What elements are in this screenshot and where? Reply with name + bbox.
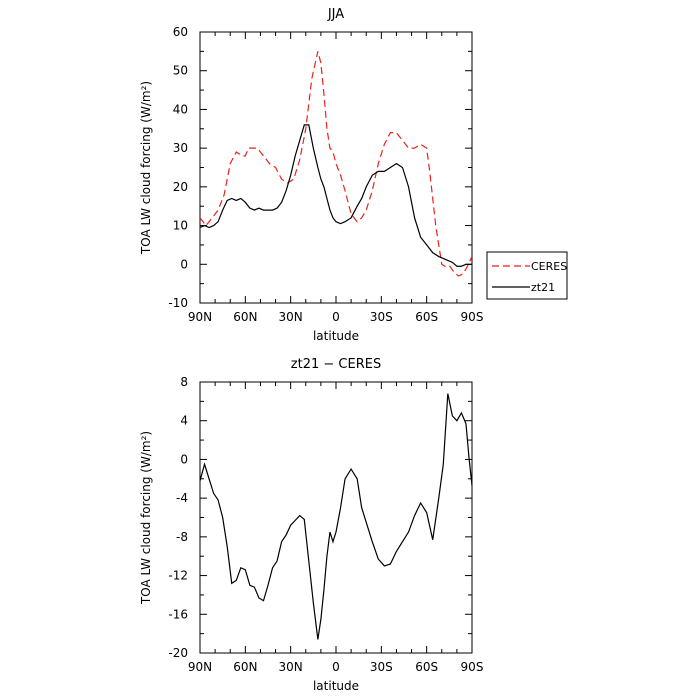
y-tick-label: 4 [180,414,188,428]
chart-title: zt21 − CERES [291,357,381,372]
y-axis-label: TOA LW cloud forcing (W/m²) [139,81,153,255]
y-axis-label: TOA LW cloud forcing (W/m²) [139,431,153,605]
x-tick-label: 0 [332,660,340,674]
y-tick-label: 20 [173,180,188,194]
legend: CERES zt21 [486,251,568,300]
x-tick-label: 30S [370,660,393,674]
x-tick-label: 90N [188,660,212,674]
y-tick-label: 60 [173,25,188,39]
y-tick-label: -4 [176,491,188,505]
y-tick-label: -20 [168,646,188,660]
x-axis-label: latitude [313,329,359,343]
y-tick-label: -10 [168,296,188,310]
y-tick-label: -16 [168,607,188,621]
x-tick-label: 30S [370,310,393,324]
x-tick-label: 90S [461,310,484,324]
x-tick-label: 60S [415,310,438,324]
series-line-zt21 [200,124,472,267]
y-tick-label: 0 [180,452,188,466]
x-axis-label: latitude [313,679,359,693]
y-tick-label: 40 [173,102,188,116]
legend-box [486,251,568,300]
y-tick-label: 0 [180,257,188,271]
plot-frame [199,381,473,654]
series-line-ceres [200,51,472,277]
y-tick-label: 50 [173,64,188,78]
y-tick-label: 30 [173,141,188,155]
x-tick-label: 0 [332,310,340,324]
y-tick-label: 8 [180,375,188,389]
legend-label: zt21 [531,281,555,294]
x-tick-label: 90N [188,310,212,324]
y-tick-label: -8 [176,530,188,544]
top-panel: JJA 90N 60N 30N 0 30S 60S 90S -10 0 10 20 30 40 50 60 la… [139,7,568,343]
legend-label: CERES [531,260,567,273]
y-tick-label: -12 [168,569,188,583]
x-tick-label: 60N [233,660,257,674]
x-tick-label: 60N [233,310,257,324]
series-line-difference [200,393,472,640]
chart-title: JJA [327,7,344,22]
x-tick-label: 30N [279,310,303,324]
x-tick-label: 30N [279,660,303,674]
y-tick-label: 10 [173,219,188,233]
plot-frame [199,31,473,304]
x-tick-label: 60S [415,660,438,674]
bottom-panel: zt21 − CERES 90N 60N 30N 0 30S 60S 90S -20 -16 -12… [139,357,483,693]
x-tick-label: 90S [461,660,484,674]
